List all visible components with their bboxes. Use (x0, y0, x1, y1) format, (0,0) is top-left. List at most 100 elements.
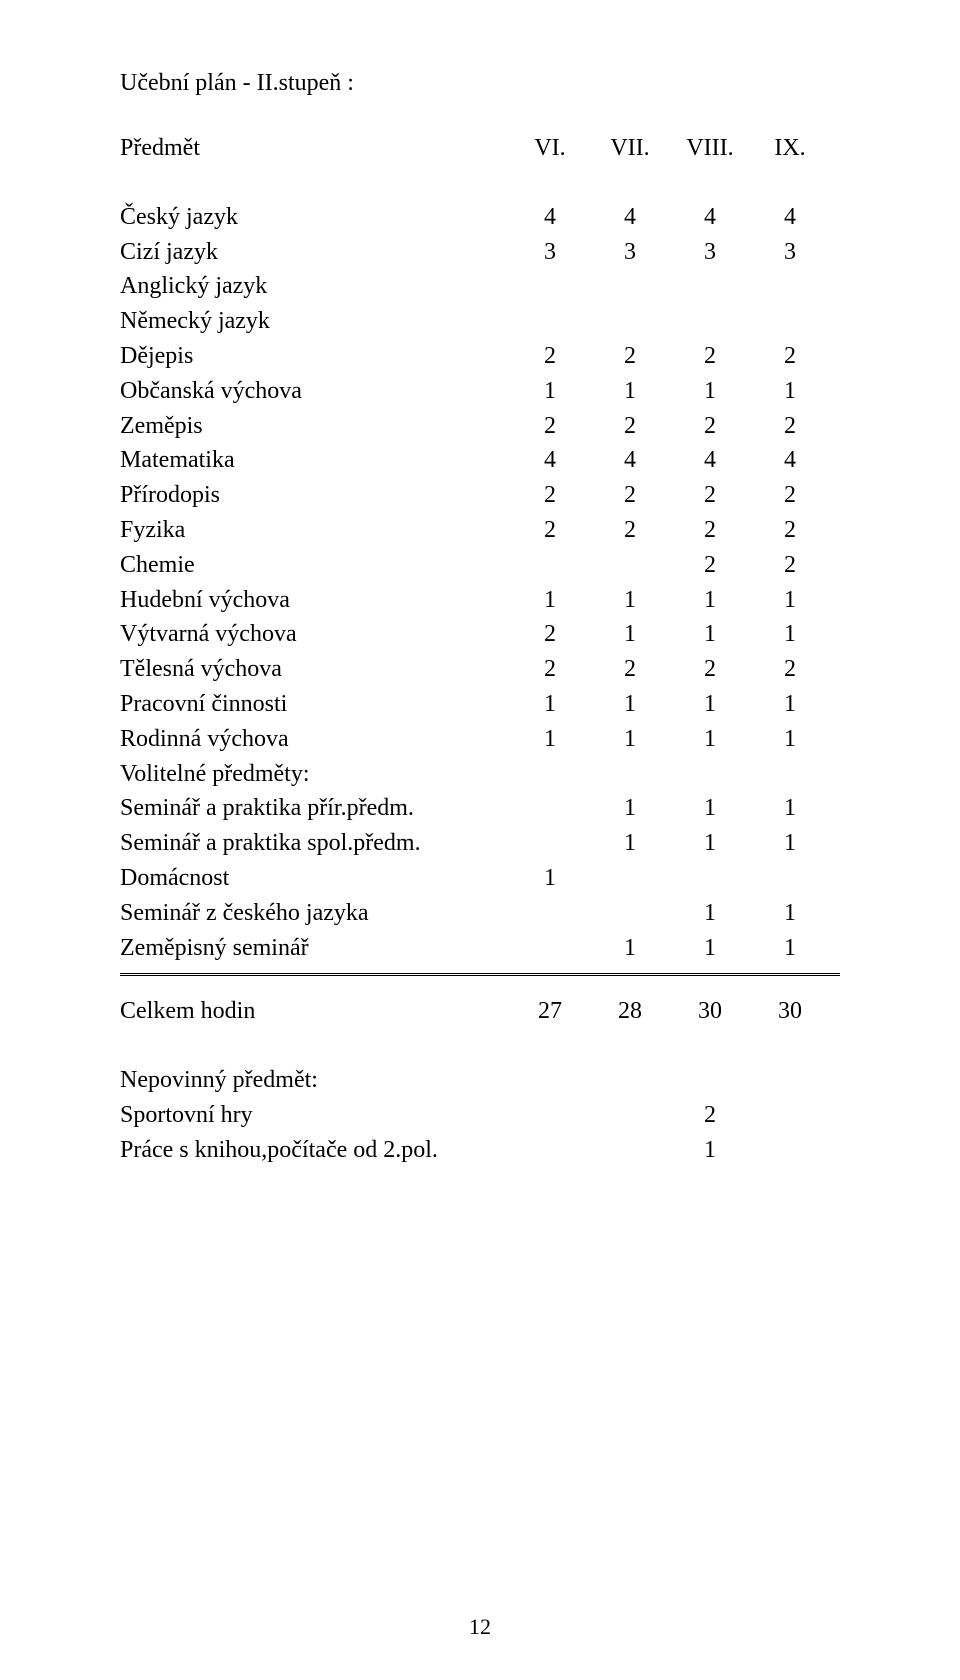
table-row: Seminář a praktika přír.předm. 1 1 1 (120, 791, 840, 826)
row-cell: 4 (670, 443, 750, 478)
table-row: Rodinná výchova 1 1 1 1 (120, 722, 840, 757)
row-cell: 3 (750, 235, 830, 270)
row-label: Matematika (120, 443, 510, 478)
page-number: 12 (0, 1614, 960, 1640)
row-label: Sportovní hry (120, 1098, 510, 1133)
row-cell: 1 (670, 826, 750, 861)
row-cell: 1 (670, 791, 750, 826)
row-cell: 1 (670, 583, 750, 618)
row-label: Český jazyk (120, 200, 510, 235)
row-cell: 4 (510, 443, 590, 478)
row-cell: 2 (590, 339, 670, 374)
total-cell: 30 (670, 994, 750, 1029)
row-label: Fyzika (120, 513, 510, 548)
row-cell: 2 (590, 409, 670, 444)
row-cell: 4 (590, 443, 670, 478)
row-cell: 1 (590, 374, 670, 409)
row-cell: 2 (670, 478, 750, 513)
row-cell: 1 (510, 583, 590, 618)
row-cell: 1 (670, 896, 750, 931)
table-row: Práce s knihou,počítače od 2.pol. 1 (120, 1133, 840, 1168)
table-row: Sportovní hry 2 (120, 1098, 840, 1133)
row-cell: 1 (750, 896, 830, 931)
total-row: Celkem hodin 27 28 30 30 (120, 994, 840, 1029)
row-cell: 1 (750, 583, 830, 618)
header-row: Předmět VI. VII. VIII. IX. (120, 131, 840, 166)
row-cell: 1 (750, 687, 830, 722)
optional-heading-row: Nepovinný předmět: (120, 1063, 840, 1098)
table-row: Domácnost 1 (120, 861, 840, 896)
table-row: Výtvarná výchova 2 1 1 1 (120, 617, 840, 652)
row-cell: 1 (510, 722, 590, 757)
row-cell: 1 (670, 722, 750, 757)
row-label: Výtvarná výchova (120, 617, 510, 652)
row-cell: 1 (590, 826, 670, 861)
row-cell: 2 (670, 652, 750, 687)
row-cell: 1 (750, 931, 830, 966)
row-cell: 3 (510, 235, 590, 270)
row-label: Zeměpis (120, 409, 510, 444)
table-row: Dějepis 2 2 2 2 (120, 339, 840, 374)
row-cell: 1 (590, 791, 670, 826)
row-label: Tělesná výchova (120, 652, 510, 687)
row-label: Práce s knihou,počítače od 2.pol. (120, 1133, 510, 1168)
row-label: Seminář z českého jazyka (120, 896, 510, 931)
optional-heading: Nepovinný předmět: (120, 1063, 510, 1098)
page-title: Učební plán - II.stupeň : (120, 70, 840, 97)
table-row: Volitelné předměty: (120, 757, 840, 792)
row-label: Hudební výchova (120, 583, 510, 618)
table-row: Zeměpis 2 2 2 2 (120, 409, 840, 444)
row-label: Dějepis (120, 339, 510, 374)
row-cell: 2 (750, 409, 830, 444)
row-cell: 1 (750, 722, 830, 757)
row-cell: 2 (510, 617, 590, 652)
row-label: Německý jazyk (120, 304, 510, 339)
table-row: Anglický jazyk (120, 269, 840, 304)
row-cell: 2 (510, 652, 590, 687)
row-cell: 1 (750, 374, 830, 409)
header-col-4: IX. (750, 131, 830, 166)
table-row: Německý jazyk (120, 304, 840, 339)
total-cell: 30 (750, 994, 830, 1029)
row-cell: 4 (590, 200, 670, 235)
row-cell: 2 (670, 1098, 750, 1133)
row-cell: 2 (670, 409, 750, 444)
row-cell: 2 (590, 652, 670, 687)
row-cell: 2 (750, 339, 830, 374)
row-cell: 1 (510, 687, 590, 722)
row-cell: 4 (750, 443, 830, 478)
table-row: Seminář z českého jazyka 1 1 (120, 896, 840, 931)
row-cell: 2 (670, 339, 750, 374)
row-cell: 1 (670, 687, 750, 722)
table-row: Přírodopis 2 2 2 2 (120, 478, 840, 513)
row-cell: 1 (670, 1133, 750, 1168)
row-label: Rodinná výchova (120, 722, 510, 757)
row-cell: 2 (510, 409, 590, 444)
row-cell: 4 (510, 200, 590, 235)
row-label: Cizí jazyk (120, 235, 510, 270)
table-row: Chemie 2 2 (120, 548, 840, 583)
row-cell: 2 (590, 513, 670, 548)
header-col-3: VIII. (670, 131, 750, 166)
header-col-2: VII. (590, 131, 670, 166)
row-cell: 1 (670, 617, 750, 652)
row-label: Přírodopis (120, 478, 510, 513)
row-cell: 1 (510, 861, 590, 896)
table-row: Matematika 4 4 4 4 (120, 443, 840, 478)
row-cell: 2 (750, 478, 830, 513)
table-row: Český jazyk 4 4 4 4 (120, 200, 840, 235)
table-row: Občanská výchova 1 1 1 1 (120, 374, 840, 409)
total-label: Celkem hodin (120, 994, 510, 1029)
header-label: Předmět (120, 131, 510, 166)
row-cell: 1 (750, 791, 830, 826)
row-cell: 3 (590, 235, 670, 270)
table-row: Cizí jazyk 3 3 3 3 (120, 235, 840, 270)
row-cell: 1 (590, 722, 670, 757)
row-cell: 1 (750, 826, 830, 861)
row-label: Domácnost (120, 861, 510, 896)
row-cell: 3 (670, 235, 750, 270)
row-cell: 2 (510, 513, 590, 548)
row-cell: 1 (590, 583, 670, 618)
spacer (120, 1029, 840, 1063)
row-cell: 1 (510, 374, 590, 409)
